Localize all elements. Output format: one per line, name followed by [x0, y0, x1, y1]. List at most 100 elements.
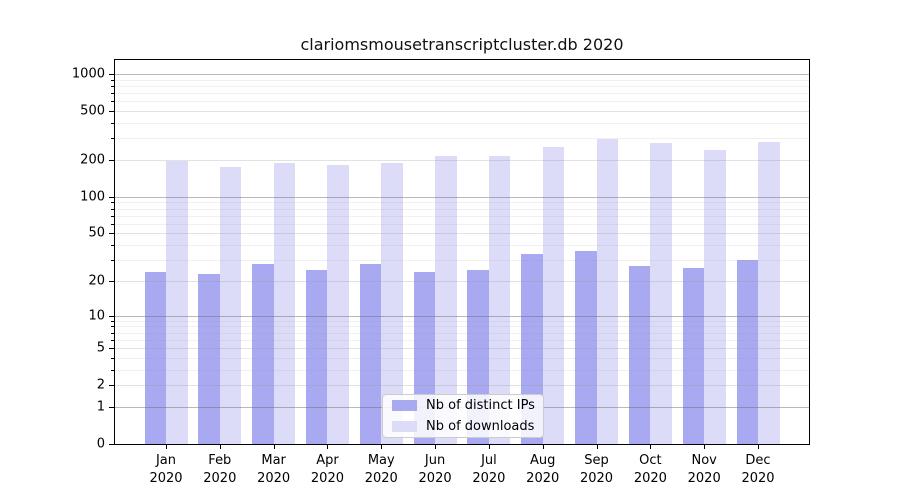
x-label-month: Sep: [584, 453, 609, 468]
bar-distinct-ips-apr: [305, 269, 328, 444]
bar-downloads-sep: [596, 139, 619, 444]
y-tick-label-5: 5: [96, 340, 105, 356]
y-tick-100: [109, 196, 114, 198]
bar-distinct-ips-nov: [682, 267, 705, 444]
y-tick-5: [109, 348, 114, 350]
grid-minor-line-80: [115, 208, 809, 210]
y-minor-tick-6: [111, 339, 114, 341]
y-minor-tick-300: [111, 138, 114, 140]
x-label-year: 2020: [741, 471, 775, 486]
x-label-year: 2020: [149, 471, 183, 486]
bar-downloads-dec: [758, 142, 780, 444]
x-tick-label-mar: Mar 2020: [244, 452, 304, 488]
y-minor-tick-8: [111, 326, 114, 328]
x-label-month: Oct: [639, 453, 662, 468]
x-tick-may: [381, 445, 383, 449]
y-minor-tick-9: [111, 320, 114, 322]
y-tick-500: [109, 111, 114, 113]
grid-minor-line-40: [115, 245, 809, 247]
y-tick-label-1: 1: [96, 399, 105, 415]
x-tick-label-nov: Nov 2020: [674, 452, 734, 488]
y-minor-tick-700: [111, 93, 114, 95]
legend-swatch-distinct-ips: [392, 400, 417, 412]
y-tick-2: [109, 385, 114, 387]
bar-downloads-oct: [650, 143, 672, 444]
grid-minor-line-900: [115, 79, 809, 81]
x-tick-oct: [650, 445, 652, 449]
y-tick-label-2: 2: [96, 377, 105, 393]
x-label-month: Jan: [155, 453, 177, 468]
y-tick-50: [109, 233, 114, 235]
grid-minor-line-700: [115, 93, 809, 95]
x-label-year: 2020: [633, 471, 667, 486]
grid-line-10: [115, 315, 809, 317]
y-tick-label-20: 20: [88, 273, 105, 289]
bar-distinct-ips-sep: [575, 250, 597, 444]
legend-item-downloads: Nb of downloads: [383, 418, 543, 436]
y-tick-0: [109, 444, 114, 445]
y-minor-tick-800: [111, 85, 114, 87]
x-label-month: Jul: [481, 453, 497, 468]
bar-downloads-feb: [219, 167, 242, 444]
x-label-year: 2020: [310, 471, 344, 486]
x-tick-feb: [219, 445, 221, 449]
x-label-year: 2020: [203, 471, 237, 486]
x-tick-label-oct: Oct 2020: [620, 452, 680, 488]
x-label-year: 2020: [579, 471, 614, 486]
grid-minor-line-30: [115, 260, 809, 262]
bar-distinct-ips-jan: [144, 271, 166, 444]
legend-label-downloads: Nb of downloads: [426, 418, 535, 434]
bar-distinct-ips-mar: [252, 263, 274, 444]
y-tick-label-10: 10: [88, 308, 105, 324]
y-tick-200: [109, 160, 114, 161]
grid-line-500: [115, 111, 809, 113]
y-tick-label-500: 500: [80, 103, 105, 119]
x-tick-jul: [488, 445, 490, 449]
x-label-month: Feb: [208, 453, 232, 468]
x-tick-label-apr: Apr 2020: [297, 452, 357, 488]
y-tick-1: [109, 406, 114, 408]
x-label-year: 2020: [526, 471, 560, 486]
grid-minor-line-4: [115, 357, 809, 359]
grid-minor-line-800: [115, 85, 809, 87]
plot-area: Nb of distinct IPs Nb of downloads: [114, 59, 810, 445]
y-minor-tick-900: [111, 79, 114, 81]
x-tick-label-dec: Dec 2020: [728, 452, 788, 488]
grid-minor-line-6: [115, 339, 809, 341]
legend-item-distinct-ips: Nb of distinct IPs: [383, 397, 543, 415]
grid-minor-line-60: [115, 223, 809, 225]
grid-minor-line-9: [115, 320, 809, 322]
grid-minor-line-600: [115, 101, 809, 103]
x-label-month: Apr: [316, 453, 339, 468]
x-label-year: 2020: [687, 471, 721, 486]
x-tick-nov: [704, 445, 706, 449]
bar-downloads-mar: [273, 162, 296, 444]
y-tick-label-1000: 1000: [71, 66, 105, 82]
y-minor-tick-40: [111, 245, 114, 247]
y-minor-tick-80: [111, 208, 114, 210]
x-label-month: May: [367, 453, 395, 468]
y-minor-tick-7: [111, 332, 114, 334]
x-tick-label-jun: Jun 2020: [405, 452, 465, 488]
x-label-month: Mar: [261, 453, 286, 468]
x-tick-aug: [542, 445, 544, 449]
y-minor-tick-60: [111, 223, 114, 225]
bar-downloads-jan: [166, 161, 188, 444]
bar-distinct-ips-feb: [198, 273, 220, 444]
legend-label-distinct-ips: Nb of distinct IPs: [426, 398, 535, 414]
x-label-year: 2020: [364, 471, 398, 486]
x-tick-mar: [273, 445, 275, 449]
x-label-month: Jun: [424, 453, 446, 468]
x-tick-label-jul: Jul 2020: [459, 452, 519, 488]
legend-swatch-downloads: [392, 420, 417, 432]
x-tick-label-feb: Feb 2020: [190, 452, 250, 488]
grid-line-100: [115, 196, 809, 198]
grid-minor-line-400: [115, 123, 809, 125]
y-minor-tick-3: [111, 369, 114, 371]
y-minor-tick-600: [111, 101, 114, 103]
x-label-month: Nov: [691, 453, 717, 468]
y-minor-tick-4: [111, 357, 114, 359]
grid-line-200: [115, 160, 809, 161]
grid-minor-line-90: [115, 202, 809, 204]
